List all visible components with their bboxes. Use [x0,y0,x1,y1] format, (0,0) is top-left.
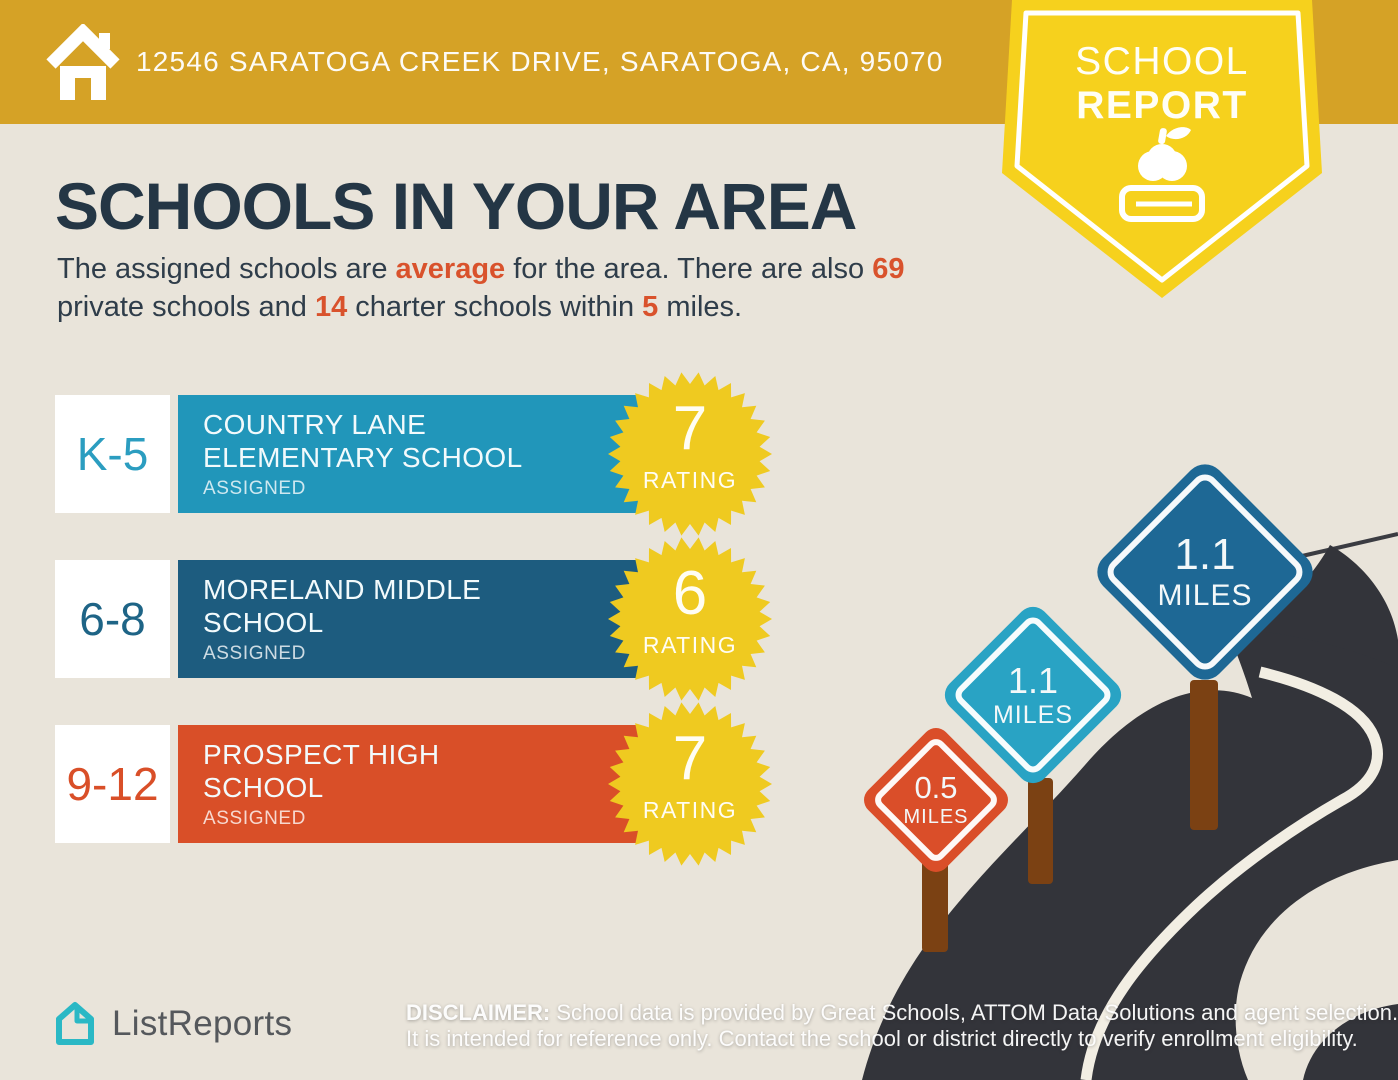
page-title: SCHOOLS IN YOUR AREA [55,169,857,243]
disclaimer-line1: DISCLAIMER: School data is provided by G… [406,1000,1398,1026]
home-icon [46,24,120,100]
disclaimer-label: DISCLAIMER: [406,1000,551,1025]
distance-sign-near: 0.5 MILES [858,722,1014,878]
distance-value: 1.1 [1007,660,1059,701]
school-row-elementary: K-5 COUNTRY LANE ELEMENTARY SCHOOL ASSIG… [55,395,640,513]
school-bar: MORELAND MIDDLE SCHOOL ASSIGNED [178,560,640,678]
intro-paragraph: The assigned schools are average for the… [57,250,987,326]
badge-line1: SCHOOL [1075,40,1249,83]
school-name-line1: MORELAND MIDDLE [203,574,482,605]
school-name-line1: PROSPECT HIGH [203,739,440,770]
school-row-middle: 6-8 MORELAND MIDDLE SCHOOL ASSIGNED [55,560,640,678]
school-bar: PROSPECT HIGH SCHOOL ASSIGNED [178,725,640,843]
distance-sign-text: 0.5 MILES [881,745,991,855]
rating-label: RATING [642,632,738,658]
school-name-line2: ELEMENTARY SCHOOL [203,442,523,473]
starburst-icon [608,537,772,701]
rating-badge-high: 7 RATING [605,699,775,869]
grade-range: 9-12 [55,725,170,843]
intro-text: charter schools within [347,291,643,323]
rating-badge-middle: 6 RATING [605,534,775,704]
school-bar: COUNTRY LANE ELEMENTARY SCHOOL ASSIGNED [178,395,640,513]
rating-badge-elementary: 7 RATING [605,369,775,539]
school-name-line2: SCHOOL [203,607,324,638]
intro-text: The assigned schools are [57,253,396,285]
school-status: ASSIGNED [203,478,306,499]
distance-sign-text: 1.1 MILES [1123,490,1287,654]
distance-unit: MILES [992,701,1074,729]
distance-unit: MILES [903,806,969,828]
sign-post-far [1190,680,1218,830]
rating-label: RATING [642,797,738,823]
intro-highlight-private-count: 69 [872,253,905,285]
distance-sign-far: 1.1 MILES [1089,456,1321,688]
starburst-icon [608,372,772,536]
school-name-line1: COUNTRY LANE [203,409,427,440]
school-row-high: 9-12 PROSPECT HIGH SCHOOL ASSIGNED [55,725,640,843]
disclaimer-line2: It is intended for reference only. Conta… [406,1026,1358,1051]
distance-value: 0.5 [914,770,958,805]
distance-sign-text: 1.1 MILES [966,628,1100,762]
school-status: ASSIGNED [203,643,306,664]
listreports-house-icon [56,1002,94,1045]
rating-value: 7 [672,724,708,793]
listreports-logo: ListReports [52,998,292,1050]
badge-title: SCHOOL REPORT [1042,40,1282,128]
disclaimer: DISCLAIMER: School data is provided by G… [406,1000,1398,1052]
disclaimer-text: School data is provided by Great Schools… [550,1000,1398,1025]
intro-highlight-average: average [395,253,506,285]
intro-highlight-radius: 5 [642,291,659,323]
brand-name: ListReports [112,1004,293,1043]
distance-value: 1.1 [1174,530,1236,579]
distance-unit: MILES [1157,579,1253,612]
starburst-icon [608,702,772,866]
intro-highlight-charter-count: 14 [314,291,348,323]
rating-value: 6 [672,559,708,628]
rating-value: 7 [672,394,708,463]
rating-label: RATING [642,467,738,493]
sign-post-middle [1028,778,1053,884]
school-name-line2: SCHOOL [203,772,324,803]
grade-range: K-5 [55,395,170,513]
grade-range: 6-8 [55,560,170,678]
intro-text: private schools and [57,291,315,323]
apple-book-icon [1119,127,1205,222]
intro-text: miles. [658,291,743,323]
property-address: 12546 SARATOGA CREEK DRIVE, SARATOGA, CA… [136,46,944,77]
intro-text: for the area. There are also [505,253,873,285]
road-horizon-line [1301,532,1398,558]
school-status: ASSIGNED [203,808,306,829]
badge-line2: REPORT [1076,84,1248,127]
